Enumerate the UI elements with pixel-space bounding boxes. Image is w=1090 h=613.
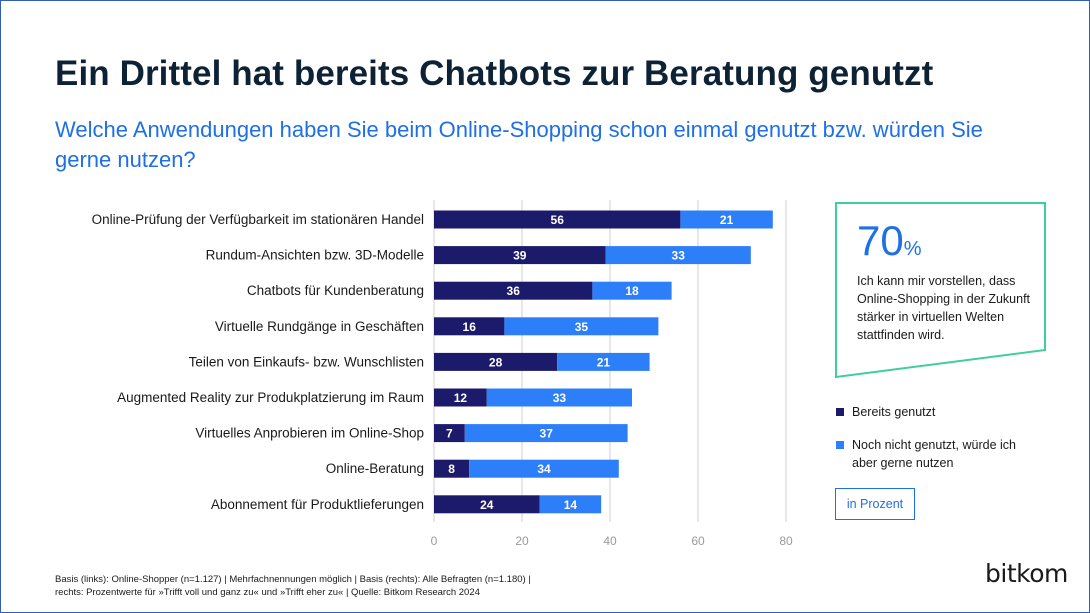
footnote: Basis (links): Online-Shopper (n=1.127) … [55,573,675,599]
bar-bereits-genutzt [434,388,487,407]
category-label: Teilen von Einkaufs- bzw. Wunschlisten [189,354,424,369]
unit-label: in Prozent [835,488,915,520]
footnote-line-1: Basis (links): Online-Shopper (n=1.127) … [55,574,531,585]
category-label: Online-Prüfung der Verfügbarkeit im stat… [92,212,424,227]
category-label: Rundum-Ansichten bzw. 3D-Modelle [206,248,424,263]
data-label: 8 [448,462,455,476]
bar-noch-nicht-genutzt [592,281,672,300]
callout-unit: % [903,238,922,260]
bar-noch-nicht-genutzt [464,424,628,443]
callout-border [835,202,1046,379]
data-label: 12 [454,391,468,405]
legend-swatch-noch-nicht [836,441,844,449]
bar-noch-nicht-genutzt [557,352,650,371]
data-label: 33 [672,249,686,263]
data-label: 24 [480,498,494,512]
callout-text: Ich kann mir vorstellen, dass Online-Sho… [857,274,1031,342]
data-label: 33 [553,391,567,405]
data-label: 7 [446,427,453,441]
callout-number: 70 [857,217,904,264]
data-label: 21 [720,213,734,227]
data-label: 34 [537,462,551,476]
data-label: 56 [551,213,565,227]
bar-noch-nicht-genutzt [486,388,632,407]
data-label: 28 [489,355,503,369]
x-tick-label: 40 [603,534,617,548]
bar-noch-nicht-genutzt [539,495,602,514]
x-tick-label: 20 [515,534,529,548]
category-label: Virtuelle Rundgänge in Geschäften [215,319,424,334]
data-label: 21 [597,355,611,369]
bar-bereits-genutzt [434,424,465,443]
data-label: 37 [540,427,554,441]
category-label: Abonnement für Produktlieferungen [211,497,424,512]
chart-title: Ein Drittel hat bereits Chatbots zur Ber… [55,54,934,93]
bar-bereits-genutzt [434,352,558,371]
data-label: 39 [513,249,527,263]
bar-noch-nicht-genutzt [469,459,619,478]
category-label: Augmented Reality zur Produkplatzierung … [117,390,424,405]
bitkom-logo: bitkom [985,559,1068,588]
legend-swatch-bereits [836,408,844,416]
callout-box: 70% Ich kann mir vorstellen, dass Online… [835,202,1046,379]
bar-noch-nicht-genutzt [605,246,751,265]
legend-label-bereits: Bereits genutzt [852,405,936,419]
category-label: Virtuelles Anprobieren im Online-Shop [195,426,424,441]
bar-noch-nicht-genutzt [504,317,659,336]
category-label: Chatbots für Kundenberatung [247,283,424,298]
x-tick-label: 60 [691,534,705,548]
footnote-line-2: rechts: Prozentwerte für »Trifft voll un… [55,587,480,598]
data-label: 36 [507,284,521,298]
data-label: 16 [463,320,477,334]
bar-bereits-genutzt [434,281,593,300]
bar-bereits-genutzt [434,317,505,336]
x-tick-label: 80 [779,534,793,548]
data-label: 14 [564,498,578,512]
x-tick-label: 0 [431,534,438,548]
bar-bereits-genutzt [434,210,681,229]
data-label: 35 [575,320,589,334]
bar-bereits-genutzt [434,495,540,514]
legend-label-noch-nicht: Noch nicht genutzt, würde ich aber gerne… [852,438,1016,470]
category-label: Online-Beratung [326,461,424,476]
chart-subtitle: Welche Anwendungen haben Sie beim Online… [55,117,983,172]
callout-value: 70% [857,220,922,262]
bar-bereits-genutzt [434,459,470,478]
data-label: 18 [625,284,639,298]
bar-noch-nicht-genutzt [680,210,773,229]
bar-bereits-genutzt [434,246,606,265]
